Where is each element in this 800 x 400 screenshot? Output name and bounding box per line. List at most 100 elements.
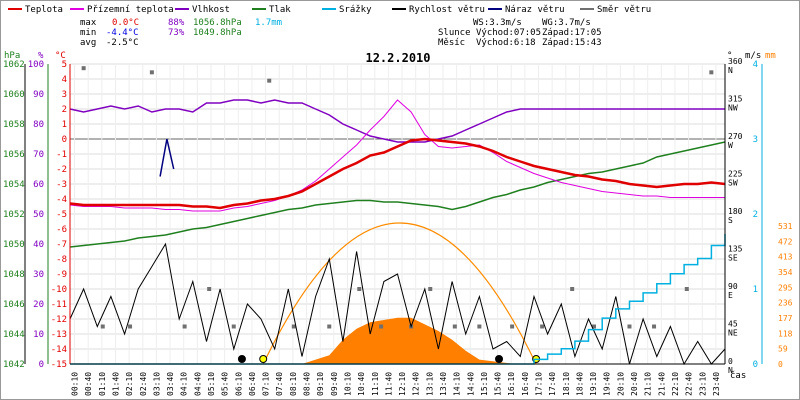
direction-tick-deg: 0 (728, 357, 733, 366)
direction-tick-deg: 315 (728, 95, 743, 104)
time-tick-label: 07:10 (262, 372, 271, 396)
legend-label: Vlhkost (192, 5, 230, 15)
pressure-tick-label: 1044 (3, 330, 25, 340)
direction-tick-deg: 270 (728, 132, 743, 141)
rain-tick-label: 413 (778, 253, 793, 262)
time-tick-label: 17:10 (535, 372, 544, 396)
temperature-tick-label: -12 (51, 315, 67, 325)
stat-avg-label: avg (80, 38, 96, 48)
temperature-unit: °C (55, 51, 66, 61)
sun-rise: Východ:07:05 (476, 28, 541, 38)
time-tick-label: 02:10 (125, 372, 134, 396)
rain-tick-label: 531 (778, 222, 793, 231)
sun-label: Slunce (438, 28, 471, 38)
direction-tick-label: SE (728, 254, 738, 263)
time-tick-label: 20:10 (616, 372, 625, 396)
humidity-tick-label: 10 (33, 330, 44, 340)
rain-tick-label: 472 (778, 237, 793, 246)
time-tick-label: 15:40 (494, 372, 503, 396)
wind-direction-marker (81, 66, 86, 71)
humidity-tick-label: 60 (33, 180, 44, 190)
rain-line (70, 234, 726, 365)
wind-direction-marker (291, 324, 296, 329)
legend-label: Náraz větru (505, 5, 565, 15)
time-tick-label: 11:40 (384, 372, 393, 396)
direction-tick-deg: 360 (728, 57, 743, 66)
pressure-tick-label: 1046 (3, 300, 25, 310)
wind-direction-marker (477, 324, 482, 329)
time-tick-label: 17:40 (548, 372, 557, 396)
time-tick-label: 10:40 (357, 372, 366, 396)
time-tick-label: 22:40 (685, 372, 694, 396)
legend-label: Teplota (25, 5, 63, 15)
temperature-tick-label: -8 (56, 255, 67, 265)
time-tick-label: 07:40 (275, 372, 284, 396)
wind-direction-marker (627, 324, 632, 329)
time-tick-label: 03:40 (166, 372, 175, 396)
temperature-line (69, 137, 726, 210)
time-tick-label: 04:10 (180, 372, 189, 396)
pressure-tick-label: 1056 (3, 150, 25, 160)
wind-tick-label: 0 (753, 360, 758, 370)
temperature-tick-label: -9 (56, 270, 67, 280)
legend-label: Přízemní teplota (87, 5, 174, 15)
pressure-tick-label: 1060 (3, 90, 25, 100)
direction-tick-label: W (728, 141, 733, 150)
humidity-tick-label: 50 (33, 210, 44, 220)
humidity-tick-label: 100 (28, 60, 44, 70)
solar-radiation-area (302, 317, 515, 364)
rain-tick-label: 0 (778, 360, 783, 369)
chart-title: 12.2.2010 (365, 51, 430, 65)
humidity-unit: % (38, 51, 44, 61)
time-tick-label: 05:10 (207, 372, 216, 396)
wind-tick-label: 3 (753, 135, 758, 145)
wind-direction-marker (327, 324, 332, 329)
legend-label: Srážky (339, 5, 372, 15)
time-tick-label: 09:40 (330, 372, 339, 396)
rain-tick-label: 177 (778, 314, 793, 323)
direction-tick-deg: 225 (728, 170, 743, 179)
time-tick-label: 10:10 (344, 372, 353, 396)
temperature-tick-label: -13 (51, 330, 67, 340)
pressure-tick-label: 1052 (3, 210, 25, 220)
wind-gust-line (159, 138, 175, 177)
time-tick-label: 21:40 (657, 372, 666, 396)
pressure-tick-label: 1042 (3, 360, 25, 370)
rain-tick-label: 236 (778, 299, 793, 308)
temperature-tick-label: -14 (51, 345, 67, 355)
temperature-tick-label: 3 (62, 90, 67, 100)
direction-tick-deg: 90 (728, 282, 738, 291)
time-tick-label: 00:40 (84, 372, 93, 396)
rain-unit: mm (765, 51, 776, 61)
time-tick-label: 23:40 (712, 372, 721, 396)
stat-min-press: 1049.8hPa (193, 28, 242, 38)
wind-unit: m/s (745, 51, 761, 61)
time-tick-label: 02:40 (139, 372, 148, 396)
time-tick-label: 14:40 (466, 372, 475, 396)
temperature-tick-label: -4 (56, 195, 67, 205)
rain-tick-label: 118 (778, 329, 793, 338)
time-tick-label: 08:40 (303, 372, 312, 396)
stat-max-label: max (80, 18, 97, 28)
time-tick-label: 13:10 (425, 372, 434, 396)
time-tick-label: 14:10 (453, 372, 462, 396)
time-tick-label: 12:10 (398, 372, 407, 396)
time-tick-label: 11:10 (371, 372, 380, 396)
pressure-tick-label: 1062 (3, 60, 25, 70)
time-tick-label: 23:10 (698, 372, 707, 396)
stat-avg-temp: -2.5°C (106, 38, 139, 48)
legend-label: Rychlost větru (409, 5, 485, 15)
legend-label: Tlak (269, 5, 291, 15)
temperature-tick-label: -1 (56, 150, 67, 160)
wind-ws: WS:3.3m/s (473, 18, 522, 28)
moonset-marker (495, 355, 504, 363)
time-tick-label: 21:10 (644, 372, 653, 396)
humidity-tick-label: 80 (33, 120, 44, 130)
wind-direction-marker (357, 287, 362, 291)
time-tick-label: 16:40 (521, 372, 530, 396)
sunrise-marker (259, 355, 268, 363)
time-tick-label: 06:10 (234, 372, 243, 396)
direction-tick-label: SW (728, 179, 738, 188)
